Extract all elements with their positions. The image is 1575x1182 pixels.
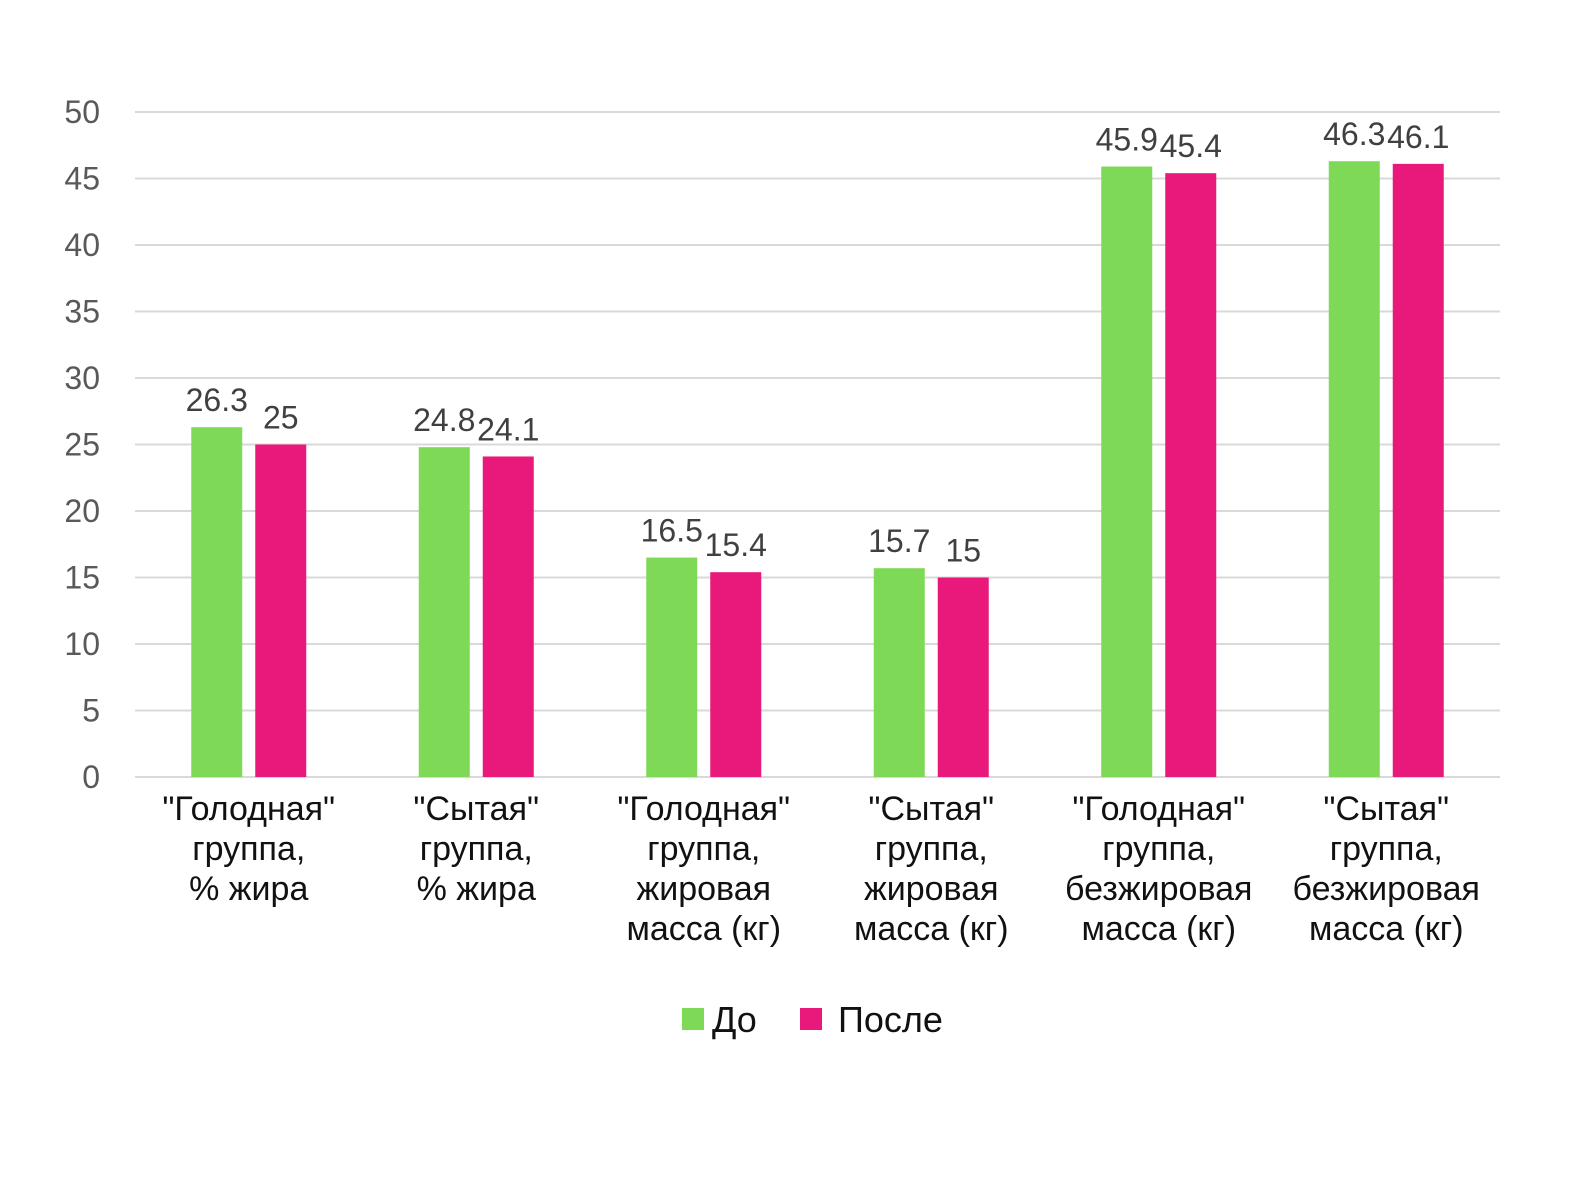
category-label-line: группа, bbox=[1330, 830, 1443, 868]
y-tick-label-50: 50 bbox=[64, 94, 100, 130]
category-label-3: "Сытая" группа, жировая масса (кг) bbox=[854, 790, 1009, 948]
category-label-line: масса (кг) bbox=[854, 910, 1009, 948]
category-label-4: "Голодная" группа, безжировая масса (кг) bbox=[1065, 790, 1252, 948]
data-label-before-0: 26.3 bbox=[186, 382, 248, 418]
y-tick-label-0: 0 bbox=[82, 759, 100, 795]
data-label-after-4: 45.4 bbox=[1160, 128, 1222, 164]
y-tick-label-30: 30 bbox=[64, 360, 100, 396]
category-label-line: масса (кг) bbox=[626, 910, 781, 948]
y-tick-label-15: 15 bbox=[64, 560, 100, 596]
y-tick-label-40: 40 bbox=[64, 227, 100, 263]
category-label-line: безжировая bbox=[1065, 870, 1252, 908]
category-label-line: группа, bbox=[420, 830, 533, 868]
bar-after-2 bbox=[710, 572, 762, 777]
y-tick-label-20: 20 bbox=[64, 493, 100, 529]
category-label-line: масса (кг) bbox=[1081, 910, 1236, 948]
bar-before-1 bbox=[418, 447, 470, 777]
category-label-line: % жира bbox=[417, 870, 536, 908]
category-label-line: "Голодная" bbox=[1072, 790, 1245, 828]
data-label-before-1: 24.8 bbox=[413, 402, 475, 438]
bars bbox=[191, 161, 1444, 777]
category-label-line: масса (кг) bbox=[1309, 910, 1464, 948]
data-label-before-5: 46.3 bbox=[1323, 116, 1385, 152]
category-label-5: "Сытая" группа, безжировая масса (кг) bbox=[1293, 790, 1480, 948]
bar-after-5 bbox=[1392, 163, 1444, 777]
category-label-line: "Голодная" bbox=[617, 790, 790, 828]
data-label-before-3: 15.7 bbox=[868, 523, 930, 559]
legend-swatch-before bbox=[682, 1008, 704, 1030]
data-label-after-5: 46.1 bbox=[1387, 119, 1449, 155]
bar-before-5 bbox=[1328, 161, 1380, 777]
data-label-after-1: 24.1 bbox=[477, 411, 539, 447]
data-label-after-2: 15.4 bbox=[705, 527, 767, 563]
category-label-line: группа, bbox=[1102, 830, 1215, 868]
y-tick-label-45: 45 bbox=[64, 161, 100, 197]
category-label-line: % жира bbox=[189, 870, 308, 908]
category-label-line: группа, bbox=[192, 830, 305, 868]
bar-after-4 bbox=[1165, 173, 1217, 777]
bar-after-3 bbox=[937, 577, 989, 777]
legend-swatch-after bbox=[800, 1008, 822, 1030]
y-tick-label-10: 10 bbox=[64, 626, 100, 662]
category-label-line: жировая bbox=[636, 870, 771, 908]
y-tick-label-35: 35 bbox=[64, 294, 100, 330]
y-tick-label-5: 5 bbox=[82, 693, 100, 729]
category-label-line: "Сытая" bbox=[868, 790, 994, 828]
bar-before-3 bbox=[873, 568, 925, 777]
category-label-line: безжировая bbox=[1293, 870, 1480, 908]
legend-label-after: После bbox=[838, 999, 943, 1040]
category-label-line: группа, bbox=[875, 830, 988, 868]
data-label-before-4: 45.9 bbox=[1096, 122, 1158, 158]
category-label-1: "Сытая" группа,% жира bbox=[413, 790, 539, 908]
data-label-after-3: 15 bbox=[945, 533, 981, 569]
category-label-0: "Голодная" группа,% жира bbox=[162, 790, 335, 908]
category-label-line: "Сытая" bbox=[413, 790, 539, 828]
data-labels: 26.3 24.8 16.5 15.7 45.9 46.3 25 24.1 15.4 15 45.4… bbox=[186, 116, 1450, 568]
category-label-line: "Голодная" bbox=[162, 790, 335, 828]
data-label-before-2: 16.5 bbox=[641, 513, 703, 549]
bar-after-1 bbox=[482, 456, 534, 777]
x-axis-categories: "Голодная" группа,% жира"Сытая" группа,% ж… bbox=[162, 790, 1480, 948]
category-label-line: жировая bbox=[864, 870, 999, 908]
bar-after-0 bbox=[255, 444, 307, 777]
category-label-line: группа, bbox=[647, 830, 760, 868]
bar-before-0 bbox=[191, 427, 243, 777]
data-label-after-0: 25 bbox=[263, 400, 299, 436]
category-label-line: "Сытая" bbox=[1323, 790, 1449, 828]
legend: До После bbox=[682, 999, 943, 1040]
gridlines bbox=[135, 111, 1500, 778]
legend-label-before: До bbox=[712, 999, 757, 1040]
y-axis-ticks: 0 5 10 15 20 25 30 35 40 45 50 bbox=[64, 94, 100, 795]
y-tick-label-25: 25 bbox=[64, 427, 100, 463]
category-label-2: "Голодная" группа, жировая масса (кг) bbox=[617, 790, 790, 948]
bar-before-2 bbox=[646, 557, 698, 777]
bar-before-4 bbox=[1101, 166, 1153, 777]
